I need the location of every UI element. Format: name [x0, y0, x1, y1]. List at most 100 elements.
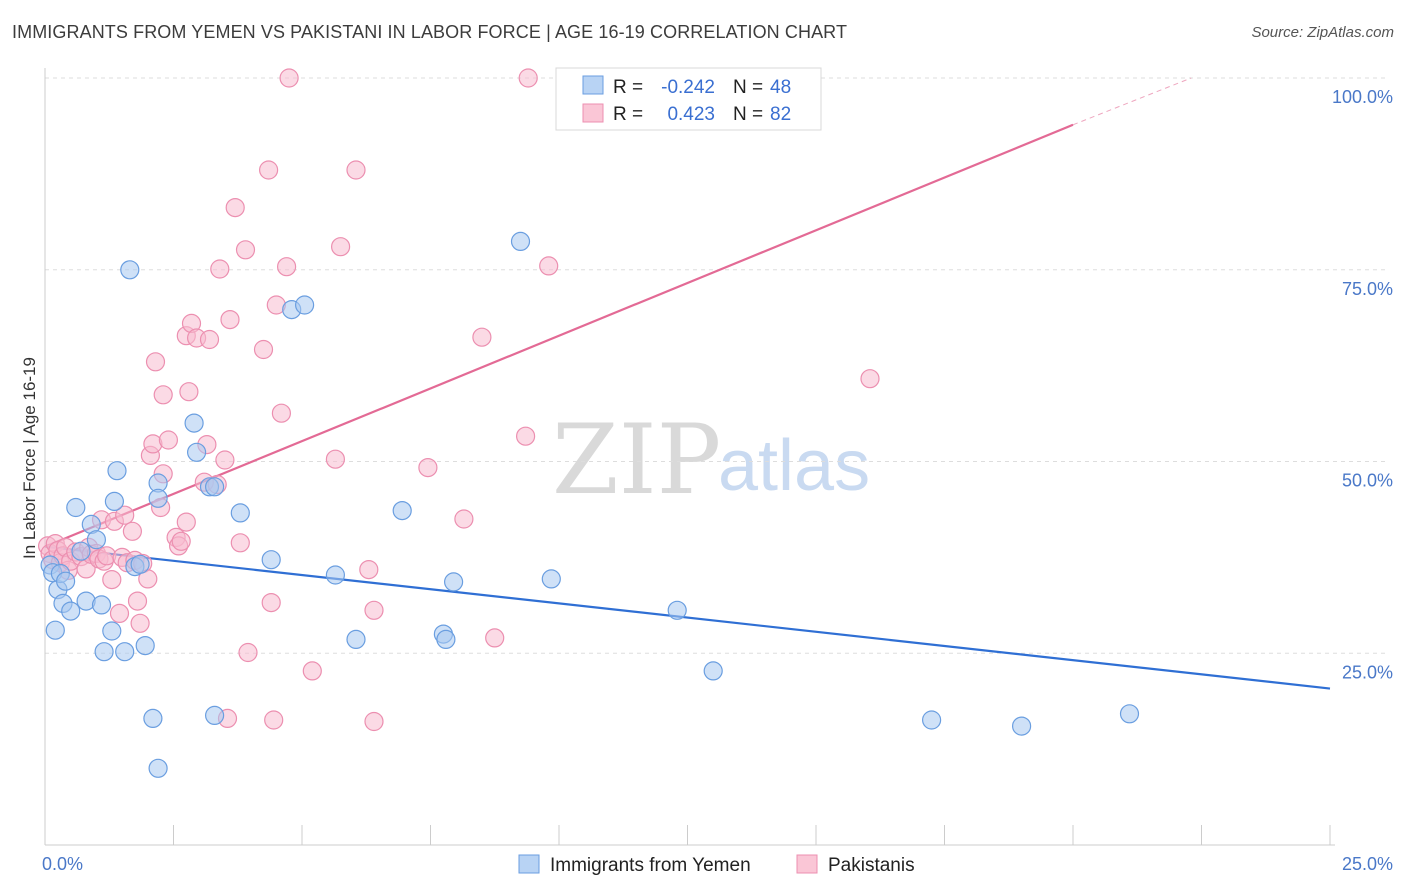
yemen-point [261, 550, 281, 570]
legend-n-label-2: N = [733, 104, 763, 125]
yemen-point [187, 442, 207, 462]
bottom-legend-swatch-yemen [518, 854, 540, 874]
axes [44, 68, 1335, 846]
pakistani-point [102, 569, 122, 590]
yemen-point [1119, 704, 1140, 724]
legend-r-value-2: 0.423 [667, 104, 715, 125]
pakistani-point [277, 257, 297, 277]
pakistani-point [261, 592, 281, 613]
legend-r-value-1: -0.242 [661, 77, 715, 98]
yemen-point [148, 758, 168, 778]
pakistani-point [230, 533, 250, 553]
pakistani-point [515, 426, 536, 446]
pakistani-point [115, 505, 135, 525]
pakistani-point [199, 329, 220, 350]
pakistani-point [127, 591, 148, 611]
yemen-point [444, 572, 464, 592]
pakistani-point [171, 531, 191, 551]
yemen-point [230, 503, 250, 523]
watermark-zip: ZIP [552, 404, 721, 516]
yemen-point [205, 477, 225, 497]
pakistani-point [109, 603, 130, 624]
x-tick-label-max: 25.0% [1342, 854, 1393, 874]
legend-swatch-pakistani [582, 103, 604, 123]
y-tick-label: 100.0% [1332, 87, 1393, 107]
pakistani-point [346, 160, 366, 180]
y-axis-title: In Labor Force | Age 16-19 [20, 357, 39, 559]
yemen-point [392, 501, 412, 521]
pakistani-point [210, 259, 230, 279]
pakistani-point [271, 403, 291, 423]
x-tick-label-min: 0.0% [42, 854, 83, 874]
pakistani-point [122, 521, 142, 541]
pakistani-point [130, 613, 150, 633]
pakistani-point [302, 661, 322, 681]
y-tick-label: 50.0% [1342, 471, 1393, 491]
yemen-point [346, 629, 366, 650]
legend-r-label-1: R = [613, 77, 643, 98]
legend-swatch-yemen [582, 75, 604, 95]
legend-r-label-2: R = [613, 104, 643, 125]
yemen-point [120, 260, 140, 280]
pakistani-point [359, 559, 379, 580]
pakistani-point [264, 710, 284, 730]
yemen-point [436, 629, 456, 650]
pakistani-point [860, 369, 880, 389]
yemen-point [703, 661, 723, 681]
yemen-point [135, 635, 155, 656]
trend-line-yemen [44, 545, 1331, 690]
yemen-point [325, 565, 345, 585]
yemen-point [510, 231, 531, 251]
yemen-point [91, 595, 112, 615]
yemen-point [143, 708, 163, 729]
pakistani-point [539, 256, 559, 276]
pakistani-point [485, 628, 505, 648]
pakistani-point [472, 327, 492, 347]
pakistani-point [253, 339, 274, 360]
data-points [37, 68, 1140, 778]
source-credit: Source: ZipAtlas.com [1251, 24, 1394, 41]
yemen-point [130, 554, 150, 574]
bottom-legend-swatch-pakistani [796, 854, 818, 874]
yemen-point [45, 620, 65, 640]
pakistani-point [153, 385, 173, 405]
yemen-point [86, 530, 107, 550]
pakistani-point [235, 240, 256, 260]
pakistani-point [418, 458, 438, 478]
bottom-legend-label-yemen: Immigrants from Yemen [550, 855, 751, 876]
pakistani-point [279, 68, 299, 88]
legend-n-label-1: N = [733, 77, 763, 98]
legend-n-value-1: 48 [770, 77, 791, 98]
yemen-point [94, 642, 114, 662]
trend-lines [44, 77, 1331, 690]
yemen-point [104, 491, 125, 511]
yemen-point [61, 601, 81, 621]
pakistani-point [145, 352, 166, 372]
pakistani-point [215, 450, 235, 470]
yemen-point [107, 461, 127, 481]
pakistani-point [331, 237, 351, 257]
chart-title: IMMIGRANTS FROM YEMEN VS PAKISTANI IN LA… [12, 22, 848, 42]
pakistani-point [158, 430, 178, 450]
yemen-point [66, 497, 86, 518]
yemen-point [71, 541, 91, 561]
yemen-point [1011, 716, 1032, 736]
y-tick-label: 75.0% [1342, 279, 1393, 299]
yemen-point [115, 642, 135, 662]
series-legend: Immigrants from Yemen Pakistanis [518, 854, 915, 876]
pakistani-point [259, 160, 279, 180]
tick-labels: 25.0% 50.0% 75.0% 100.0% 0.0% 25.0% [42, 87, 1393, 874]
watermark-atlas: atlas [718, 426, 870, 506]
y-tick-label: 25.0% [1342, 662, 1393, 682]
pakistani-point [325, 449, 345, 469]
yemen-point [184, 413, 204, 433]
yemen-point [55, 571, 76, 591]
correlation-legend: R = -0.242 N = 48 R = 0.423 N = 82 [555, 67, 822, 131]
pakistani-point [518, 68, 538, 88]
pakistani-point [364, 600, 384, 620]
pakistani-point [364, 711, 384, 732]
yemen-point [541, 569, 561, 589]
legend-n-value-2: 82 [770, 104, 791, 125]
gridlines [45, 77, 1385, 654]
